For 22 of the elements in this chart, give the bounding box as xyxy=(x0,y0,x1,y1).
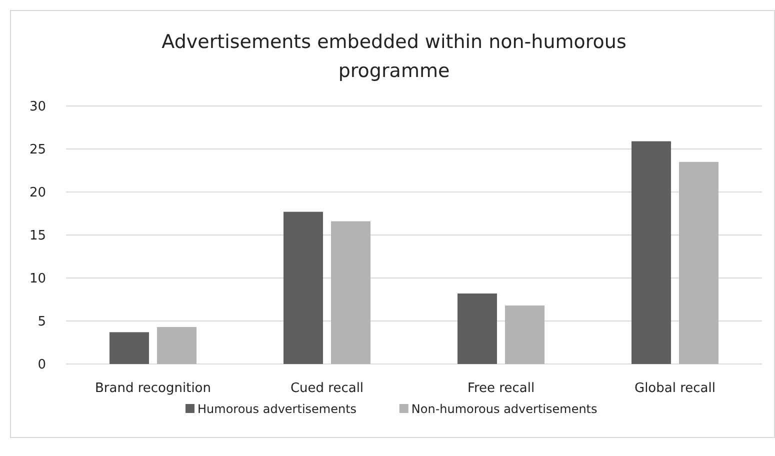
bar xyxy=(632,141,671,364)
x-tick-label: Brand recognition xyxy=(94,381,212,396)
y-tick-label: 20 xyxy=(29,186,46,201)
y-tick-label: 5 xyxy=(38,314,46,330)
bar xyxy=(505,306,544,364)
x-tick-label: Global recall xyxy=(634,381,716,396)
bar xyxy=(331,221,370,364)
bar xyxy=(284,212,323,364)
legend-label: Humorous advertisements xyxy=(198,402,357,416)
bar xyxy=(679,162,718,364)
y-tick-label: 30 xyxy=(29,100,46,115)
y-tick-label: 25 xyxy=(29,142,46,158)
chart-title: Advertisements embedded within non-humorous programme xyxy=(162,31,626,82)
bar xyxy=(110,332,149,364)
y-tick-label: 10 xyxy=(29,272,46,287)
x-tick-label: Free recall xyxy=(467,381,535,396)
bar xyxy=(458,293,497,364)
y-tick-label: 15 xyxy=(29,228,46,244)
y-tick-label: 0 xyxy=(38,358,46,373)
bar xyxy=(157,327,196,364)
x-tick-label: Cued recall xyxy=(290,381,364,396)
legend-label: Non-humorous advertisements xyxy=(411,402,598,416)
